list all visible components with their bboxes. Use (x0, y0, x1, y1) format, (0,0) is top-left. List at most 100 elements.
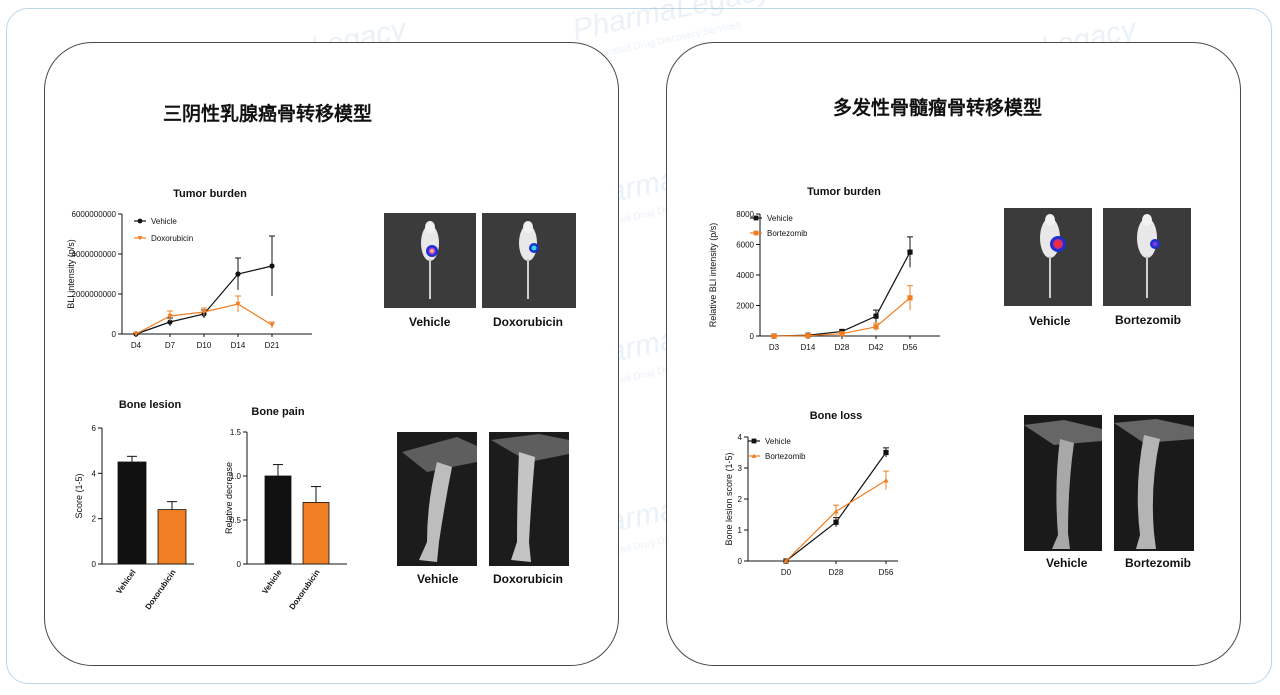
data-point-doxorubicin (133, 331, 139, 337)
y-tick-label: 0 (738, 557, 743, 566)
y-axis-label: BLI intensity (p/s) (66, 239, 76, 309)
mouse-bli-picture (384, 213, 476, 308)
legend-label: Doxorubicin (151, 234, 193, 243)
xray-bone-picture (397, 432, 477, 566)
x-tick-label: D28 (835, 343, 850, 352)
y-tick-label: 4 (92, 469, 97, 478)
y-tick-label: 1.0 (230, 472, 242, 481)
y-tick-label: 2000000000 (72, 290, 117, 299)
chart-title: Bone lesion (119, 399, 182, 411)
left-panel-title: 三阴性乳腺癌骨转移模型 (163, 103, 373, 125)
data-point-bortezomib (771, 333, 777, 339)
xray-bone-picture (1114, 415, 1194, 551)
data-point-bortezomib (873, 324, 879, 330)
data-point-bortezomib (839, 331, 845, 337)
x-tick-label: D14 (231, 341, 246, 350)
xray-vehicle-right-image (1024, 415, 1102, 551)
y-tick-label: 6 (92, 424, 97, 433)
legend-label: Bortezomib (767, 229, 808, 238)
xray-bortezomib-right-image (1114, 415, 1194, 551)
y-tick-label: 2 (738, 495, 743, 504)
chart-tumor-burden-right: Tumor burden Relative BLI intensity (p/s)… (704, 184, 964, 356)
y-tick-label: 0 (112, 330, 117, 339)
mouse-bli-picture (482, 213, 576, 308)
y-tick-label: 2 (92, 515, 97, 524)
data-point-vehicle (907, 249, 913, 255)
y-tick-label: 4000 (736, 271, 754, 280)
y-tick-label: 6000000000 (72, 210, 117, 219)
bli-doxorubicin-left-caption: Doxorubicin (493, 315, 564, 329)
data-point-vehicle (235, 271, 241, 277)
y-tick-label: 1.5 (230, 428, 242, 437)
chart-title: Bone loss (810, 410, 863, 422)
data-point-bortezomib (907, 295, 913, 301)
data-point-doxorubicin (167, 313, 173, 319)
y-tick-label: 3 (738, 464, 743, 473)
y-tick-label: 0.5 (230, 516, 242, 525)
y-axis-label: Bone lesion score (1-5) (724, 452, 734, 545)
data-point-bortezomib (805, 333, 811, 339)
x-tick-label: D7 (165, 341, 176, 350)
legend-label: Bortezomib (765, 452, 806, 461)
bar-doxorubicin (157, 509, 187, 565)
x-tick-label: D4 (131, 341, 142, 350)
xray-doxorubicin-left-caption: Doxorubicin (493, 572, 564, 586)
legend-label: Vehicle (767, 214, 793, 223)
legend-marker (753, 215, 759, 221)
x-tick-label: D10 (197, 341, 212, 350)
legend-marker (137, 218, 143, 224)
xray-doxorubicin-left-image (489, 432, 569, 566)
legend-marker (753, 230, 759, 236)
mouse-bli-picture (1004, 208, 1092, 306)
bli-vehicle-left-image (384, 213, 476, 308)
data-point-bortezomib (833, 508, 839, 514)
x-tick-label: D0 (781, 568, 792, 577)
bar-vehicle (264, 475, 292, 565)
outer-frame (6, 8, 1272, 684)
y-axis-label: Relative BLI intensity (p/s) (708, 223, 718, 328)
x-tick-label: D56 (903, 343, 918, 352)
chart-tumor-burden-left: Tumor burden BLI intensity (p/s) 0 20000000… (60, 186, 350, 356)
y-axis-label: Score (1-5) (74, 473, 84, 518)
x-tick-label: D28 (829, 568, 844, 577)
xray-bone-picture (1024, 415, 1102, 551)
chart-title: Tumor burden (807, 186, 881, 198)
y-tick-label: 2000 (736, 302, 754, 311)
legend-label: Vehicle (765, 437, 791, 446)
xray-vehicle-right-caption: Vehicle (1046, 556, 1088, 570)
y-tick-label: 0 (92, 560, 97, 569)
y-tick-label: 0 (750, 332, 755, 341)
series-line-vehicle (773, 251, 911, 337)
x-tick-label: Vehicel (114, 568, 137, 596)
y-tick-label: 0 (237, 560, 242, 569)
y-tick-label: 4000000000 (72, 250, 117, 259)
data-point-doxorubicin (269, 322, 275, 328)
x-tick-label: D14 (801, 343, 816, 352)
bli-doxorubicin-left-image (482, 213, 576, 308)
data-point-vehicle (167, 319, 173, 325)
chart-bone-lesion-left: Bone lesion Score (1-5) 0 2 4 6 Vehicel Doxorub… (64, 396, 204, 626)
x-tick-label: D3 (769, 343, 780, 352)
legend-marker (751, 453, 757, 458)
x-tick-label: Vehicle (260, 568, 284, 596)
bar-vehicel (117, 461, 147, 565)
y-tick-label: 4 (738, 433, 743, 442)
data-point-vehicle (873, 313, 879, 319)
bli-vehicle-left-caption: Vehicle (409, 315, 451, 329)
y-tick-label: 6000 (736, 241, 754, 250)
legend-marker (751, 438, 757, 444)
data-point-bortezomib (883, 477, 889, 483)
right-panel-title: 多发性骨髓瘤骨转移模型 (833, 97, 1043, 119)
data-point-vehicle (883, 449, 889, 456)
data-point-doxorubicin (235, 301, 241, 307)
bli-bortezomib-right-caption: Bortezomib (1115, 313, 1181, 327)
x-tick-label: D21 (265, 341, 280, 350)
bli-vehicle-right-image (1004, 208, 1092, 306)
data-point-bortezomib (783, 558, 789, 564)
xray-bone-picture (489, 432, 569, 566)
right-panel: 多发性骨髓瘤骨转移模型 (666, 42, 1241, 666)
chart-bone-pain-left: Bone pain Relative decrease 0 0.5 1.0 1.5 Vehi… (214, 402, 364, 626)
bli-vehicle-right-caption: Vehicle (1029, 314, 1071, 328)
bar-doxorubicin (302, 502, 330, 565)
xray-vehicle-left-caption: Vehicle (417, 572, 459, 586)
